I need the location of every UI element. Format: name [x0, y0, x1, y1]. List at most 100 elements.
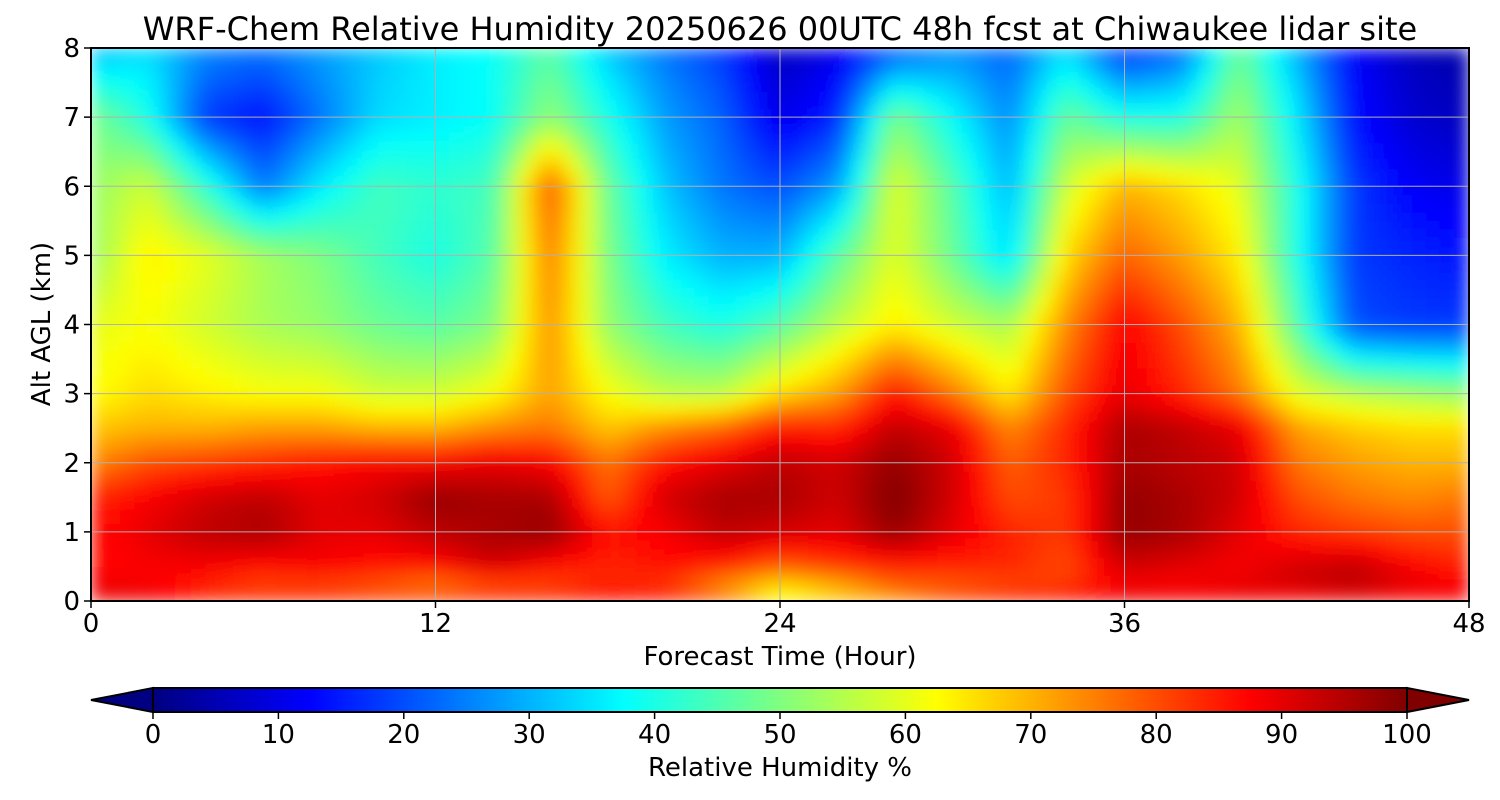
rh-cell	[406, 246, 422, 256]
rh-cell	[291, 565, 307, 576]
rh-cell	[1238, 444, 1255, 455]
rh-cell	[678, 177, 695, 187]
rh-cell	[1109, 375, 1126, 386]
rh-cell	[305, 453, 322, 464]
rh-cell	[119, 444, 135, 455]
rh-cell	[363, 401, 379, 412]
rh-cell	[1238, 591, 1255, 601]
rh-cell	[1439, 453, 1456, 464]
rh-cell	[966, 349, 982, 360]
rh-cell	[1324, 254, 1341, 265]
rh-cell	[1210, 591, 1226, 601]
rh-cell	[1281, 159, 1298, 170]
rh-cell	[1152, 202, 1169, 213]
rh-cell	[1367, 548, 1384, 559]
rh-cell	[1253, 384, 1269, 395]
rh-cell	[1367, 349, 1384, 360]
rh-cell	[262, 297, 279, 308]
rh-cell	[363, 315, 379, 326]
rh-cell	[1267, 185, 1283, 196]
rh-cell	[1123, 444, 1140, 455]
rh-cell	[879, 444, 896, 455]
rh-cell	[521, 228, 537, 239]
rh-cell	[1052, 211, 1068, 222]
rh-cell	[549, 177, 566, 187]
rh-cell	[578, 220, 594, 231]
rh-cell	[865, 289, 882, 300]
rh-cell	[879, 574, 896, 585]
rh-cell	[808, 228, 824, 239]
rh-cell	[1152, 254, 1169, 265]
rh-cell	[1052, 565, 1068, 576]
rh-cell	[91, 280, 106, 291]
rh-cell	[1037, 393, 1054, 403]
rh-cell	[1037, 539, 1054, 550]
rh-cell	[994, 539, 1011, 550]
rh-cell	[1454, 185, 1469, 196]
rh-cell	[980, 591, 996, 601]
rh-cell	[736, 228, 752, 239]
rh-cell	[707, 159, 724, 170]
rh-cell	[635, 539, 652, 550]
rh-cell	[104, 565, 121, 576]
rh-cell	[262, 358, 279, 369]
rh-cell	[1253, 349, 1269, 360]
rh-cell	[836, 505, 853, 516]
rh-cell	[1425, 341, 1441, 352]
rh-cell	[937, 453, 953, 464]
rh-cell	[1382, 539, 1398, 550]
rh-cell	[233, 315, 250, 326]
rh-cell	[1166, 401, 1183, 412]
rh-cell	[693, 220, 709, 231]
rh-cell	[980, 418, 996, 429]
rh-cell	[463, 401, 480, 412]
rh-cell	[506, 202, 523, 213]
rh-cell	[535, 384, 551, 395]
rh-cell	[922, 574, 939, 585]
rh-cell	[176, 254, 193, 265]
rh-cell	[1439, 531, 1456, 542]
rh-cell	[865, 462, 882, 472]
rh-cell	[765, 280, 781, 291]
rh-cell	[147, 505, 164, 516]
rh-cell	[1296, 211, 1312, 222]
rh-cell	[119, 151, 135, 161]
rh-cell	[434, 479, 451, 490]
rh-cell	[391, 418, 408, 429]
rh-cell	[391, 289, 408, 300]
rh-cell	[1396, 246, 1413, 256]
rh-cell	[793, 159, 810, 170]
rh-cell	[104, 410, 121, 421]
rh-cell	[836, 513, 853, 524]
rh-cell	[836, 375, 853, 386]
rh-cell	[477, 323, 494, 334]
rh-cell	[1181, 444, 1197, 455]
rh-cell	[1267, 557, 1283, 568]
rh-cell	[879, 315, 896, 326]
rh-cell	[477, 306, 494, 317]
rh-cell	[1382, 168, 1398, 179]
rh-cell	[1367, 246, 1384, 256]
rh-cell	[291, 194, 307, 205]
rh-cell	[1037, 418, 1054, 429]
rh-cell	[1181, 297, 1197, 308]
rh-cell	[1023, 393, 1039, 403]
rh-cell	[664, 263, 681, 274]
rh-cell	[1037, 410, 1054, 421]
rh-cell	[1037, 151, 1054, 161]
rh-cell	[1367, 453, 1384, 464]
rh-cell	[248, 591, 264, 601]
rh-cell	[779, 185, 795, 196]
rh-cell	[951, 496, 968, 507]
rh-cell	[779, 444, 795, 455]
rh-cell	[765, 444, 781, 455]
rh-cell	[1095, 479, 1111, 490]
rh-cell	[908, 280, 925, 291]
rh-cell	[521, 367, 537, 377]
rh-cell	[721, 470, 738, 481]
rh-cell	[549, 574, 566, 585]
rh-cell	[721, 306, 738, 317]
rh-cell	[535, 393, 551, 403]
rh-cell	[1310, 496, 1327, 507]
rh-cell	[607, 418, 623, 429]
